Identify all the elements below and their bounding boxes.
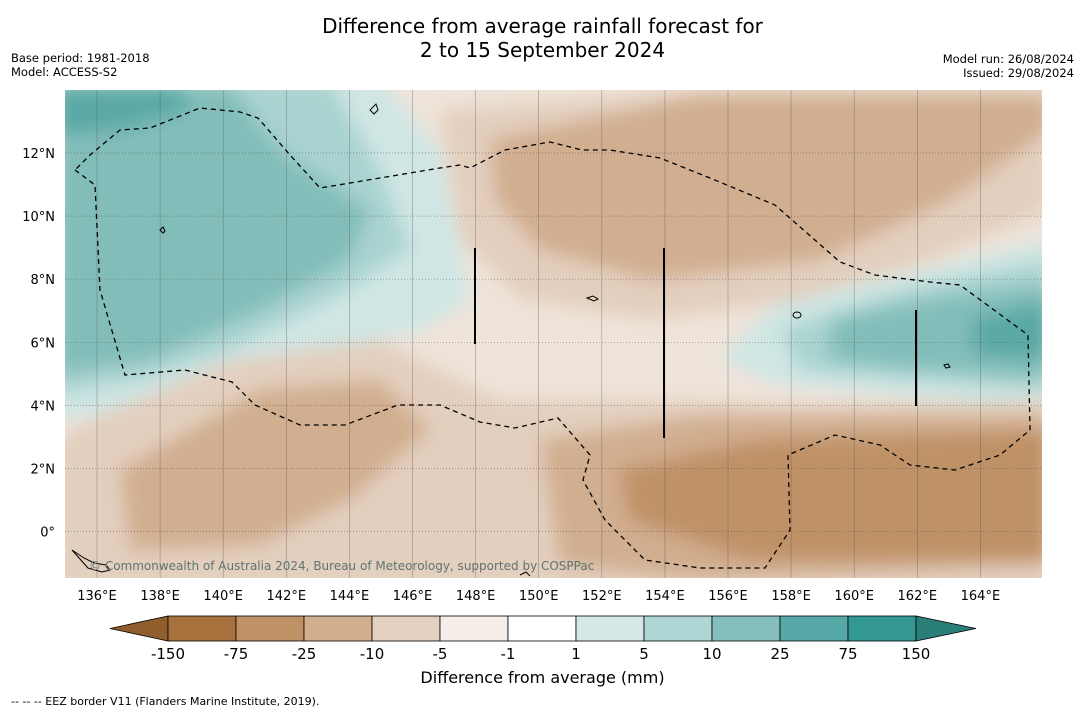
colorbar-segment: [167, 615, 237, 642]
issued-date: Issued: 29/08/2024: [963, 66, 1074, 80]
colorbar-segment: [235, 615, 305, 642]
island-pohnpei: [792, 311, 802, 319]
eez-legend: -- -- -- EEZ border V11 (Flanders Marine…: [11, 695, 320, 708]
lon-tick-label: 162°E: [898, 589, 938, 604]
colorbar-segment: [439, 615, 509, 642]
colorbar-segment: [711, 615, 781, 642]
colorbar-segment: [303, 615, 373, 642]
island-palau: [159, 226, 166, 234]
dry-region-south-core: [620, 430, 1042, 560]
axis-ticks: 136°E 138°E 140°E 142°E 144°E 146°E 148°E 150°E…: [22, 147, 1000, 604]
colorbar-tick-label: 10: [702, 645, 721, 663]
dry-region-north-core: [490, 95, 1042, 280]
lon-tick-label: 142°E: [267, 589, 307, 604]
colorbar-tick-label: -10: [360, 645, 385, 663]
meta-right: Model run: 26/08/2024 Issued: 29/08/2024: [943, 52, 1074, 80]
graticule: [65, 90, 1042, 578]
wet-region-west-core: [65, 90, 370, 374]
lon-tick-label: 138°E: [140, 589, 180, 604]
marker-lines: [474, 248, 917, 438]
lat-tick-label: 12°N: [22, 147, 55, 162]
title-line-2: 2 to 15 September 2024: [419, 38, 666, 62]
colorbar-low-extension: [109, 615, 169, 642]
island-manus: [519, 571, 531, 577]
model-name: Model: ACCESS-S2: [11, 65, 118, 79]
colorbar-tick-label: 75: [838, 645, 857, 663]
island-newguinea-coast: [71, 549, 111, 573]
colorbar-tick-label: -5: [433, 645, 448, 663]
lon-tick-label: 140°E: [203, 589, 243, 604]
copyright-text: © Commonwealth of Australia 2024, Bureau…: [89, 559, 594, 573]
colorbar-label: Difference from average (mm): [420, 668, 665, 687]
title-line-1: Difference from average rainfall forecas…: [322, 14, 763, 38]
map-title: Difference from average rainfall forecas…: [0, 14, 1085, 62]
colorbar-segment: [575, 615, 645, 642]
base-period: Base period: 1981-2018: [11, 51, 150, 65]
colorbar: -150 -75 -25 -10 -5 -1 1 5 10 25 75 150: [109, 615, 977, 663]
anomaly-fields: [65, 90, 1042, 578]
colorbar-segment: [507, 615, 577, 642]
lon-tick-label: 160°E: [834, 589, 874, 604]
wet-region-east-deep: [970, 302, 1042, 360]
lat-tick-label: 4°N: [31, 399, 56, 414]
wet-region-east-core: [830, 285, 1042, 380]
colorbar-tick-label: 150: [902, 645, 931, 663]
colorbar-tick-label: -150: [151, 645, 185, 663]
lon-tick-label: 156°E: [708, 589, 748, 604]
lon-tick-label: 144°E: [330, 589, 370, 604]
lat-tick-label: 2°N: [31, 463, 56, 478]
eez-palau: [74, 107, 1031, 569]
lat-tick-label: 8°N: [31, 273, 56, 288]
colorbar-high-extension: [915, 615, 977, 642]
lon-tick-label: 154°E: [645, 589, 685, 604]
colorbar-segment: [371, 615, 441, 642]
colorbar-segment: [643, 615, 713, 642]
colorbar-segment: [779, 615, 849, 642]
model-run: Model run: 26/08/2024: [942, 52, 1074, 66]
colorbar-tick-label: -1: [501, 645, 516, 663]
wet-region-west-deep: [65, 90, 190, 135]
island-chuuk: [585, 295, 600, 302]
lon-tick-label: 136°E: [77, 589, 117, 604]
island-kosrae: [943, 363, 951, 369]
colorbar-segment: [847, 615, 917, 642]
lat-tick-label: 6°N: [31, 336, 56, 351]
lon-tick-label: 148°E: [456, 589, 496, 604]
lon-tick-label: 164°E: [961, 589, 1001, 604]
lon-tick-label: 152°E: [582, 589, 622, 604]
colorbar-tick-label: 5: [639, 645, 649, 663]
island-guam: [369, 103, 379, 115]
lon-tick-label: 158°E: [771, 589, 811, 604]
lon-tick-label: 146°E: [393, 589, 433, 604]
rainfall-map: © Commonwealth of Australia 2024, Bureau…: [65, 90, 1042, 578]
colorbar-tick-label: -75: [224, 645, 249, 663]
eez-borders: [74, 107, 1031, 569]
meta-left: Base period: 1981-2018 Model: ACCESS-S2: [11, 51, 150, 79]
lat-tick-label: 10°N: [22, 210, 55, 225]
colorbar-tick-label: 25: [770, 645, 789, 663]
island-outlines: [71, 103, 951, 577]
lat-tick-label: 0°: [40, 526, 55, 541]
colorbar-tick-label: -25: [292, 645, 317, 663]
lon-tick-label: 150°E: [519, 589, 559, 604]
colorbar-tick-label: 1: [571, 645, 581, 663]
